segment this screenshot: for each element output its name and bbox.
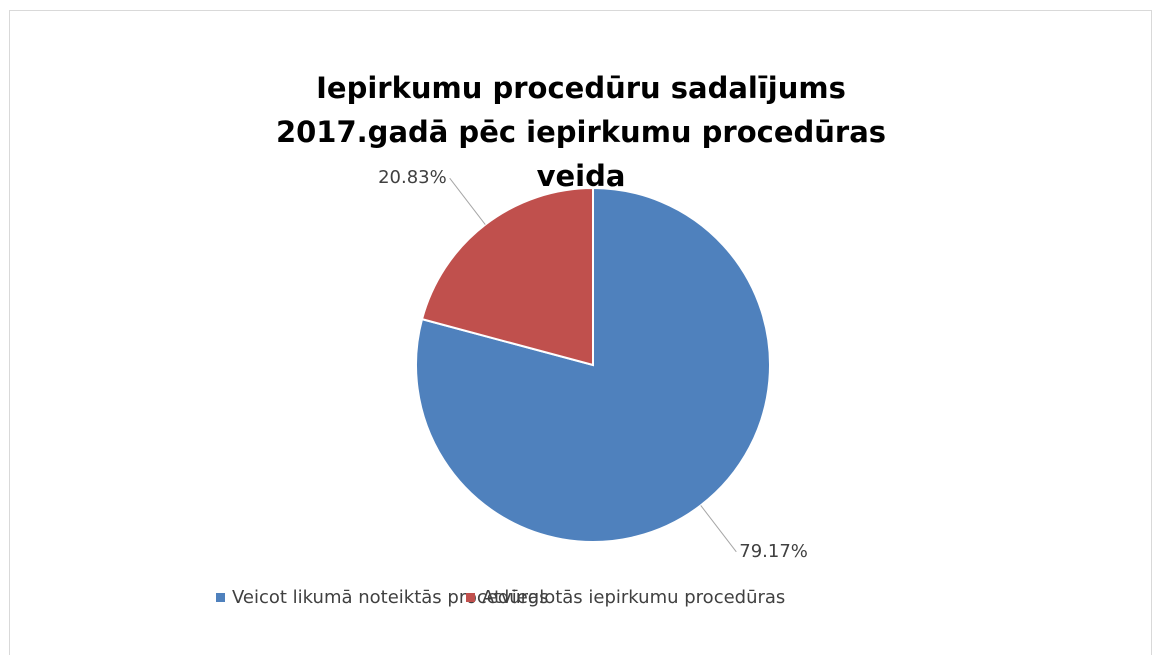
data-label: 20.83% [378, 167, 447, 188]
legend-label: Veicot likumā noteiktās procedūras [232, 587, 548, 608]
legend-swatch [466, 593, 475, 602]
chart-frame [9, 10, 1152, 655]
leader-line [700, 505, 737, 553]
chart-title: Iepirkumu procedūru sadalījums 2017.gadā… [275, 71, 887, 193]
legend-swatch [216, 593, 225, 602]
pie-slice [420, 186, 594, 367]
leader-line [449, 177, 486, 225]
legend-label: Atvieglotās iepirkumu procedūras [482, 587, 785, 608]
data-label: 79.17% [739, 541, 808, 562]
